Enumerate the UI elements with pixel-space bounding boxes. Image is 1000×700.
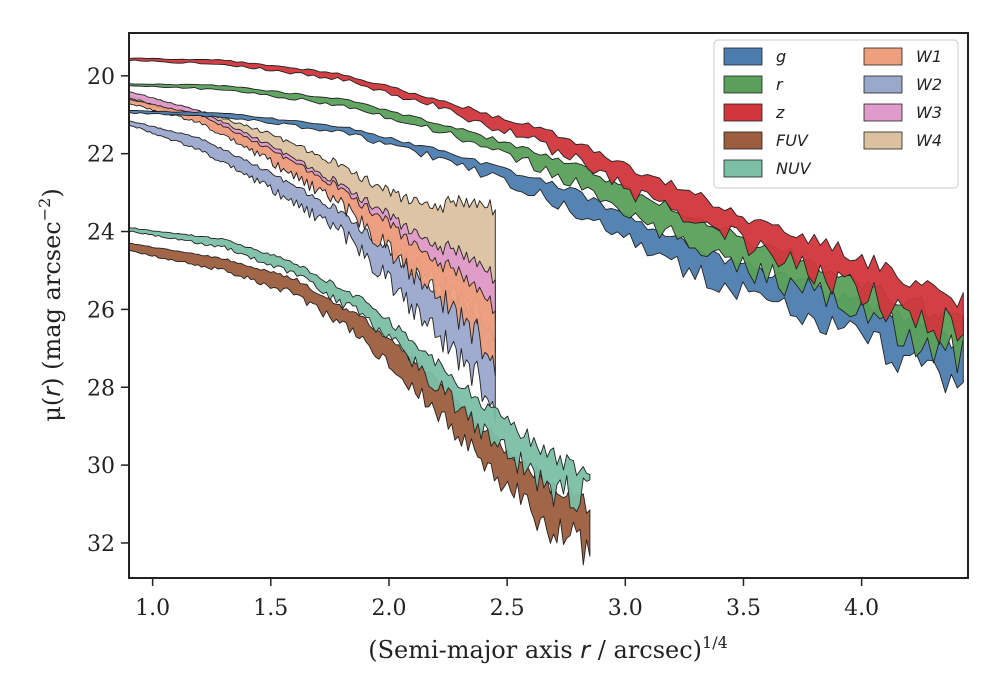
- legend-label-W3: W3: [916, 103, 942, 122]
- band-FUV: [129, 242, 591, 566]
- legend-swatch-g: [723, 47, 763, 66]
- legend-label-W4: W4: [916, 131, 942, 150]
- profile-bands: [129, 57, 964, 566]
- legend-swatch-W3: [863, 103, 903, 122]
- chart-legend: grz FUV NUV W1 W2 W3 W4: [713, 39, 959, 189]
- x-tick-label: 3.5: [726, 596, 761, 621]
- x-tick-label: 1.5: [253, 596, 288, 621]
- legend-swatch-r: [723, 75, 763, 94]
- plot-frame: [128, 32, 969, 579]
- band-z: [129, 57, 964, 345]
- legend-swatch-W1: [863, 47, 903, 66]
- y-axis: 20 22 24 26 28 30 32: [87, 65, 129, 557]
- legend-swatch-FUV: [723, 131, 763, 150]
- legend-swatch-z: [723, 103, 763, 122]
- x-tick-label: 1.0: [135, 596, 170, 621]
- y-tick-label: 24: [87, 221, 115, 246]
- y-tick-label: 28: [87, 376, 115, 401]
- y-tick-label: 20: [87, 65, 115, 90]
- band-W1: [129, 98, 496, 376]
- x-tick-label: 4.0: [844, 596, 879, 621]
- legend-label-NUV: NUV: [776, 159, 812, 178]
- y-tick-label: 26: [87, 298, 115, 323]
- legend-label-g: g: [776, 47, 786, 66]
- legend-label-FUV: FUV: [776, 131, 809, 150]
- x-axis: 1.0 1.5 2.0 2.5 3.0 3.5 4.0: [135, 578, 879, 621]
- legend-swatch-NUV: [723, 159, 763, 178]
- y-tick-label: 32: [87, 532, 115, 557]
- legend-label-z: z: [775, 103, 785, 122]
- y-tick-label: 22: [87, 143, 115, 168]
- legend-label-W1: W1: [916, 47, 942, 66]
- band-r: [129, 83, 964, 374]
- legend-swatch-W2: [863, 75, 903, 94]
- y-tick-label: 30: [87, 454, 115, 479]
- y-axis-label: μ(r) (mag arcsec−2): [35, 188, 66, 421]
- x-tick-label: 2.0: [371, 596, 406, 621]
- band-NUV: [129, 227, 591, 513]
- legend-label-r: r: [776, 75, 784, 94]
- legend-label-W2: W2: [916, 75, 942, 94]
- x-tick-label: 3.0: [608, 596, 643, 621]
- legend-swatch-W4: [863, 131, 903, 150]
- x-tick-label: 2.5: [490, 596, 525, 621]
- band-g: [129, 109, 964, 394]
- x-axis-label: (Semi-major axis r / arcsec)1/4: [368, 633, 728, 664]
